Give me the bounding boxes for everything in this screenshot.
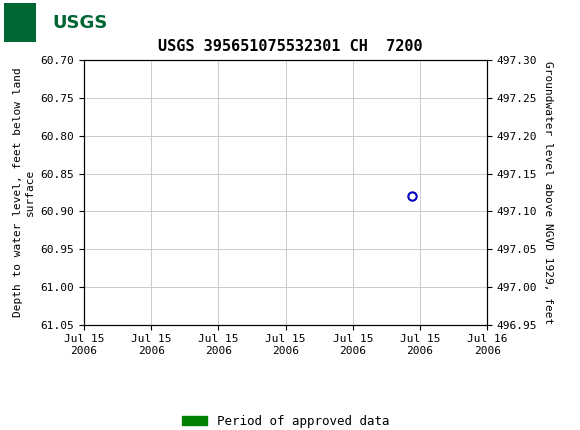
Bar (4, 3, 36, 42)
Y-axis label: Groundwater level above NGVD 1929, feet: Groundwater level above NGVD 1929, feet (543, 61, 553, 324)
Legend: Period of approved data: Period of approved data (177, 410, 394, 430)
Y-axis label: Depth to water level, feet below land
surface: Depth to water level, feet below land su… (13, 68, 35, 317)
Text: USGS 395651075532301 CH  7200: USGS 395651075532301 CH 7200 (158, 39, 422, 54)
Text: USGS: USGS (52, 14, 107, 31)
Bar (3, 2, 93, 43)
